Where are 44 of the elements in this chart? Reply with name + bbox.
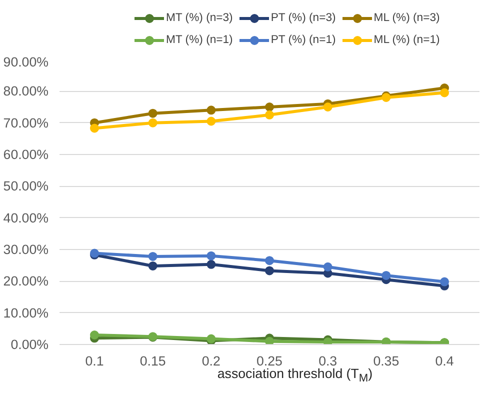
point [265,336,274,344]
y-tick-label: 30.00% [3,242,49,257]
y-tick-label: 20.00% [3,274,49,289]
point [323,262,332,272]
x-tick-label: 0.35 [373,354,400,368]
point [206,260,216,269]
point [206,251,216,260]
point [90,330,99,340]
x-tick-label: 0.1 [85,354,104,368]
point [265,256,274,266]
point [440,277,449,286]
point [148,261,158,270]
point [148,252,158,261]
y-tick-label: 0.00% [10,337,49,352]
x-tick-label: 0.15 [140,354,166,368]
y-tick-label: 60.00% [3,147,49,162]
legend-label: ML (%) (n=1) [374,34,440,46]
point [440,88,449,98]
y-tick-label: 40.00% [3,210,49,226]
y-tick-label: 10.00% [3,305,49,320]
legend-label: MT (%) (n=3) [166,12,233,24]
y-tick-label: 50.00% [3,178,49,194]
x-tick-label: 0.3 [318,354,338,368]
point [148,108,158,118]
x-tick-label: 0.2 [202,354,220,368]
x-tick-label: 0.4 [435,354,454,368]
point [265,102,274,112]
point [206,106,216,115]
y-tick-label: 80.00% [3,84,49,99]
legend-label: ML (%) (n=3) [374,12,440,24]
y-tick-label: 70.00% [3,115,49,130]
legend-label: MT (%) (n=1) [166,34,233,46]
x-axis-title: association threshold (T$_{M}$) [217,366,373,387]
legend-label: PT (%) (n=3) [270,12,336,24]
point [323,102,332,112]
x-tick-label: 0.25 [256,354,282,368]
point [265,266,274,276]
point [206,116,216,126]
point [148,118,158,128]
point [382,270,391,280]
y-tick-label: 90.00% [3,54,49,70]
legend-label: PT (%) (n=1) [270,34,336,46]
point [90,124,99,133]
point [265,110,274,120]
